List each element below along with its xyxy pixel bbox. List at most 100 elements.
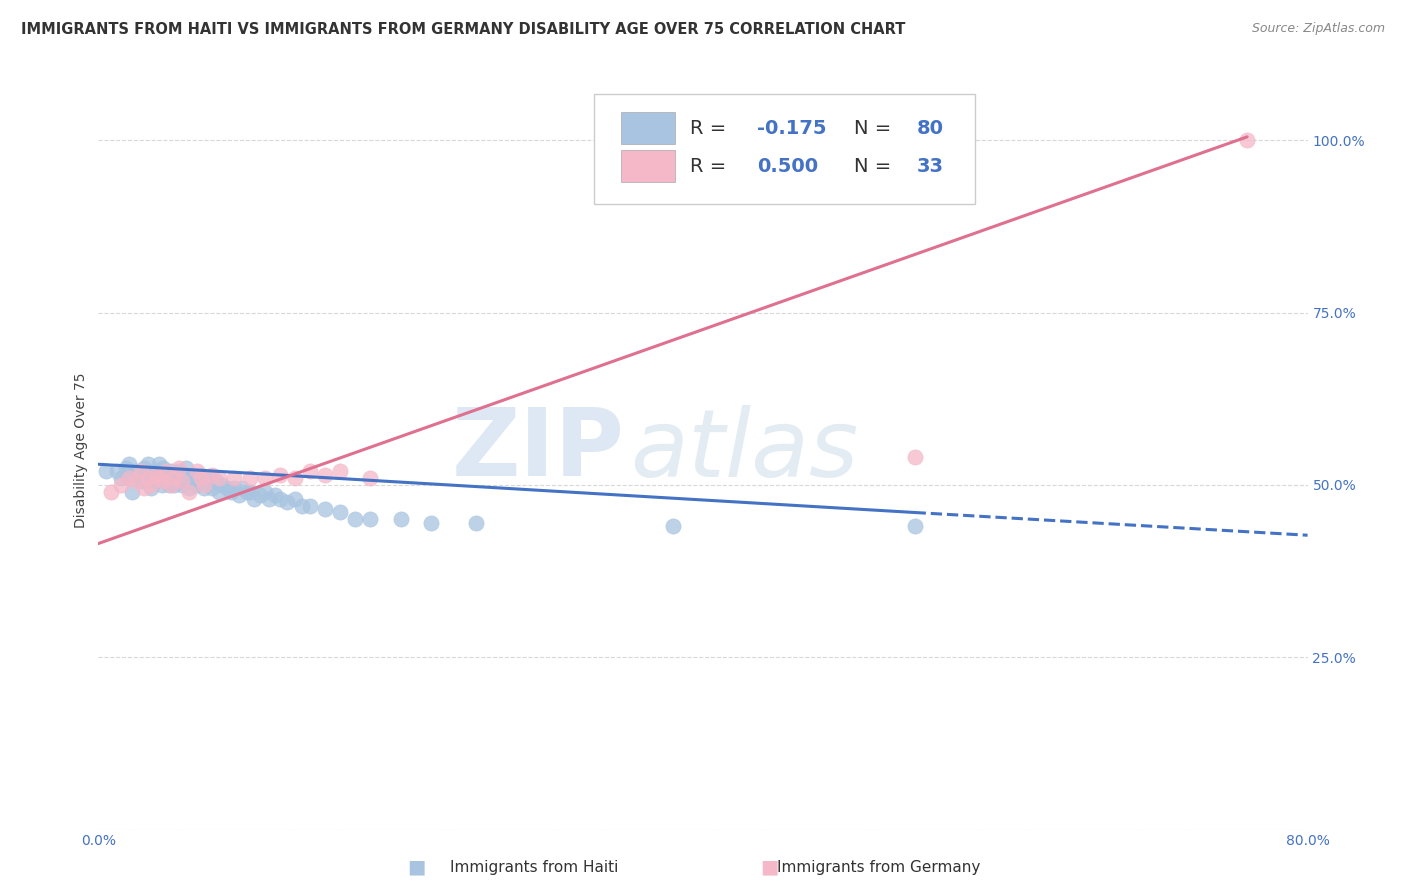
Text: 0.500: 0.500 xyxy=(758,157,818,176)
Point xyxy=(105,464,128,478)
Point xyxy=(179,475,201,489)
Point xyxy=(136,467,159,482)
Point xyxy=(276,495,298,509)
Point xyxy=(118,471,141,485)
Point xyxy=(299,499,322,513)
Text: Immigrants from Germany: Immigrants from Germany xyxy=(778,860,980,874)
Point xyxy=(329,464,352,478)
Point xyxy=(253,484,276,499)
Point xyxy=(221,484,243,499)
Point xyxy=(188,475,211,489)
Point xyxy=(125,464,148,478)
Point xyxy=(389,512,412,526)
Point xyxy=(167,464,190,478)
Point xyxy=(155,475,177,489)
Point xyxy=(291,499,314,513)
Point xyxy=(329,506,352,520)
Point xyxy=(314,502,336,516)
Point xyxy=(160,478,183,492)
Y-axis label: Disability Age Over 75: Disability Age Over 75 xyxy=(75,373,89,528)
Point xyxy=(179,482,201,496)
Point xyxy=(143,471,166,485)
Point xyxy=(174,467,197,482)
Point xyxy=(197,471,219,485)
Text: -0.175: -0.175 xyxy=(758,119,827,137)
Point xyxy=(235,484,257,499)
Point xyxy=(135,471,157,485)
Point xyxy=(160,471,183,485)
Point xyxy=(141,467,163,482)
Point xyxy=(243,491,266,506)
Point xyxy=(167,475,190,489)
Point xyxy=(145,467,167,482)
Point xyxy=(181,471,204,485)
Point xyxy=(110,478,132,492)
Point xyxy=(420,516,443,530)
Point xyxy=(128,467,150,482)
Text: R =: R = xyxy=(690,157,733,176)
Point xyxy=(136,457,159,471)
Point xyxy=(239,471,262,485)
Point xyxy=(141,482,163,496)
Text: 33: 33 xyxy=(917,157,943,176)
Point xyxy=(132,482,155,496)
Point xyxy=(661,519,683,533)
Text: Immigrants from Haiti: Immigrants from Haiti xyxy=(450,860,619,874)
Point xyxy=(193,478,215,492)
Text: Source: ZipAtlas.com: Source: ZipAtlas.com xyxy=(1251,22,1385,36)
Point xyxy=(173,475,195,489)
Point xyxy=(148,471,170,485)
Text: IMMIGRANTS FROM HAITI VS IMMIGRANTS FROM GERMANY DISABILITY AGE OVER 75 CORRELAT: IMMIGRANTS FROM HAITI VS IMMIGRANTS FROM… xyxy=(21,22,905,37)
Point xyxy=(249,488,271,502)
Point xyxy=(132,475,155,489)
FancyBboxPatch shape xyxy=(595,95,976,204)
Point xyxy=(257,491,280,506)
Point xyxy=(159,478,181,492)
Point xyxy=(186,478,208,492)
Point xyxy=(190,471,212,485)
Point xyxy=(183,467,205,482)
Point xyxy=(100,484,122,499)
Point xyxy=(344,512,367,526)
Point xyxy=(170,475,193,489)
Point xyxy=(224,471,246,485)
Text: R =: R = xyxy=(690,119,733,137)
Point xyxy=(299,464,322,478)
Point xyxy=(129,464,152,478)
Point xyxy=(141,478,163,492)
Text: ■: ■ xyxy=(759,857,779,877)
Point xyxy=(904,450,927,465)
Point xyxy=(269,491,291,506)
Point xyxy=(465,516,488,530)
Point xyxy=(224,482,246,496)
Point xyxy=(150,478,173,492)
Point xyxy=(190,467,212,482)
Point xyxy=(118,457,141,471)
Point xyxy=(239,484,262,499)
Point xyxy=(264,488,287,502)
Point xyxy=(179,484,201,499)
Point xyxy=(167,460,190,475)
Point xyxy=(152,475,174,489)
Point xyxy=(114,460,136,475)
Point xyxy=(118,471,141,485)
Point xyxy=(284,491,307,506)
Text: atlas: atlas xyxy=(630,405,859,496)
FancyBboxPatch shape xyxy=(621,150,675,182)
Point xyxy=(163,471,186,485)
Text: N =: N = xyxy=(855,119,897,137)
Point xyxy=(1236,133,1258,147)
Point xyxy=(215,482,238,496)
Point xyxy=(110,471,132,485)
Text: ■: ■ xyxy=(406,857,426,877)
Point xyxy=(132,460,155,475)
FancyBboxPatch shape xyxy=(621,112,675,145)
Point xyxy=(145,464,167,478)
Point xyxy=(360,512,382,526)
Point xyxy=(155,464,177,478)
Point xyxy=(193,482,215,496)
Point xyxy=(129,475,152,489)
Point xyxy=(205,475,228,489)
Point xyxy=(231,482,253,496)
Point xyxy=(145,475,167,489)
